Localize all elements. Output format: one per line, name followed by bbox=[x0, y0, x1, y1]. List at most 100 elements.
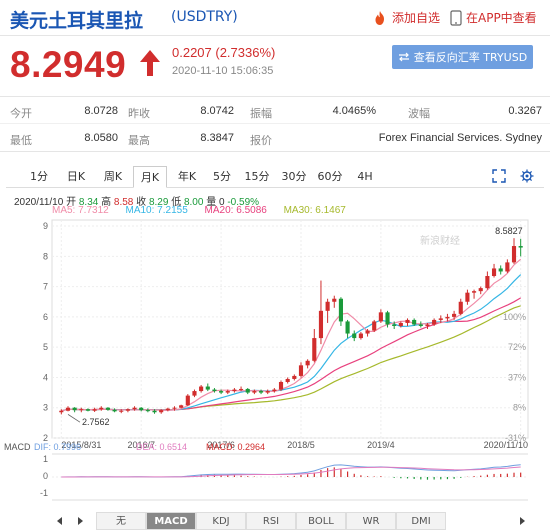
tab-60min[interactable]: 60分 bbox=[317, 170, 343, 183]
settings-icon[interactable] bbox=[520, 169, 534, 183]
indicator-macd[interactable]: MACD bbox=[146, 512, 196, 530]
candle-body bbox=[65, 407, 71, 411]
candle-body bbox=[438, 318, 443, 320]
expand-arrow-icon[interactable] bbox=[516, 515, 528, 527]
candle-body bbox=[278, 381, 284, 390]
candle-body bbox=[345, 321, 350, 334]
indicator-dmi[interactable]: DMI bbox=[396, 512, 446, 530]
candle-body bbox=[458, 301, 463, 314]
up-arrow-icon bbox=[140, 50, 160, 76]
macd-tick: 1 bbox=[43, 454, 48, 464]
candle-body bbox=[292, 375, 297, 379]
info-low-label: 低 bbox=[171, 197, 182, 208]
add-watchlist-button[interactable]: 添加自选 bbox=[372, 9, 440, 26]
y-tick-right-label: 72% bbox=[508, 342, 526, 352]
candle-body bbox=[205, 386, 210, 390]
x-tick-label: 2016/7 bbox=[127, 440, 155, 450]
tab-15min[interactable]: 15分 bbox=[244, 170, 270, 183]
candle-body bbox=[478, 288, 483, 292]
swap-icon bbox=[398, 52, 409, 62]
y-tick-label: 9 bbox=[43, 221, 48, 231]
kline-chart[interactable]: 9 8 7 6 100% 5 72% 4 37% 3 8% 2 -31% 2015/8/31 2016/7 2… bbox=[0, 210, 550, 512]
indicator-kdj[interactable]: KDJ bbox=[196, 512, 246, 530]
tab-monthly[interactable]: 月K bbox=[133, 166, 167, 188]
tab-30min[interactable]: 30分 bbox=[281, 170, 307, 183]
macd-title: MACD bbox=[4, 442, 31, 452]
candle-body bbox=[518, 246, 523, 248]
candle-body bbox=[418, 324, 423, 326]
candle-body bbox=[378, 312, 383, 322]
tab-daily[interactable]: 日K bbox=[66, 170, 86, 183]
candle-body bbox=[179, 405, 184, 408]
min-pointer bbox=[67, 414, 81, 423]
current-price: 8.2949 bbox=[10, 44, 127, 85]
y-tick-label: 8 bbox=[43, 251, 48, 261]
y-tick-label: 5 bbox=[43, 342, 48, 352]
candle-body bbox=[491, 268, 497, 277]
indicator-none[interactable]: 无 bbox=[96, 512, 146, 530]
ma30-value: MA30: 6.1467 bbox=[283, 205, 346, 216]
y-tick-right-label: 100% bbox=[503, 312, 526, 322]
price-change: 0.2207 (2.7336%) bbox=[172, 45, 276, 60]
candle-body bbox=[159, 410, 164, 413]
open-value: 8.0728 bbox=[84, 105, 118, 117]
macd-dea: DEA: 0.6514 bbox=[136, 442, 187, 452]
prev-close-label: 昨收 bbox=[128, 107, 150, 120]
candle-body bbox=[365, 330, 370, 334]
low-label: 最低 bbox=[10, 134, 32, 147]
page-title: 美元土耳其里拉 bbox=[10, 10, 144, 32]
period-tabs: 1分 日K 周K 月K 年K 5分 15分 30分 60分 4H bbox=[6, 166, 544, 188]
prev-arrow-icon[interactable] bbox=[54, 515, 66, 527]
open-app-button[interactable]: 在APP中查看 bbox=[450, 9, 537, 26]
reverse-rate-button[interactable]: 查看反向汇率 TRYUSD bbox=[392, 45, 533, 69]
indicator-wr[interactable]: WR bbox=[346, 512, 396, 530]
y-tick-right-label: -31% bbox=[505, 433, 526, 443]
wave-label: 波幅 bbox=[408, 107, 430, 120]
y-tick-label: 7 bbox=[43, 282, 48, 292]
tab-yearly[interactable]: 年K bbox=[177, 170, 197, 183]
candle-body bbox=[272, 389, 277, 392]
open-app-label: 在APP中查看 bbox=[466, 11, 537, 25]
tab-1min[interactable]: 1分 bbox=[30, 170, 48, 183]
candle-body bbox=[132, 407, 137, 410]
open-label: 今开 bbox=[10, 107, 32, 120]
info-close-label: 收 bbox=[136, 197, 147, 208]
x-tick-label: 2020/11/10 bbox=[484, 440, 528, 450]
high-value: 8.3847 bbox=[200, 132, 234, 144]
candle-body bbox=[79, 409, 84, 411]
low-value: 8.0580 bbox=[84, 132, 118, 144]
candle-body bbox=[212, 389, 217, 392]
fullscreen-icon[interactable] bbox=[492, 169, 506, 183]
dif-line bbox=[61, 464, 521, 478]
candle-body bbox=[398, 322, 403, 326]
candle-body bbox=[165, 408, 170, 411]
candle-body bbox=[505, 262, 510, 272]
indicator-tabs: 无 MACD KDJ RSI BOLL WR DMI bbox=[48, 512, 528, 530]
tab-weekly[interactable]: 周K bbox=[103, 170, 123, 183]
y-tick-label: 4 bbox=[43, 372, 48, 382]
candle-body bbox=[465, 292, 470, 302]
candle-body bbox=[125, 409, 130, 411]
indicator-rsi[interactable]: RSI bbox=[246, 512, 296, 530]
candle-body bbox=[105, 407, 110, 410]
macd-value: MACD: 0.2964 bbox=[206, 442, 265, 452]
tab-5min[interactable]: 5分 bbox=[213, 170, 231, 183]
y-tick-right-label: 37% bbox=[508, 372, 526, 382]
info-open: 8.34 bbox=[78, 197, 99, 208]
phone-icon bbox=[450, 9, 462, 26]
candle-body bbox=[312, 338, 317, 361]
candle-body bbox=[405, 319, 410, 323]
add-watchlist-label: 添加自选 bbox=[392, 11, 441, 25]
candle-body bbox=[332, 298, 337, 302]
tab-4h[interactable]: 4H bbox=[357, 170, 373, 183]
candle-body bbox=[305, 360, 310, 366]
next-arrow-icon[interactable] bbox=[74, 515, 86, 527]
indicator-boll[interactable]: BOLL bbox=[296, 512, 346, 530]
info-low: 8.00 bbox=[183, 197, 204, 208]
watermark: 新浪财经 bbox=[420, 234, 460, 247]
candle-info: 2020/11/10 开 8.34 高 8.58 收 8.29 低 8.00 量… bbox=[14, 193, 259, 208]
ma10-value: MA10: 7.2155 bbox=[125, 205, 188, 216]
y-tick-label: 6 bbox=[43, 312, 48, 322]
candle-body bbox=[112, 409, 117, 412]
candle-body bbox=[485, 276, 490, 289]
